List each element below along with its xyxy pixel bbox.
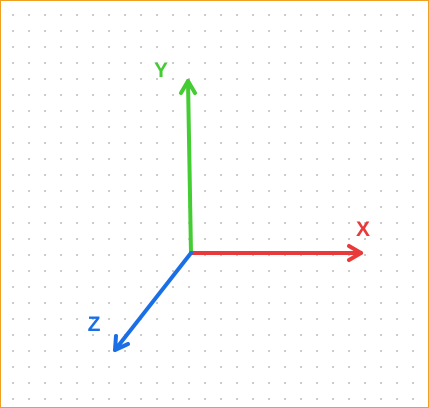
z-axis (113, 251, 193, 352)
y-axis-label: Y (154, 59, 168, 82)
x-axis (189, 244, 363, 262)
z-axis-label: Z (88, 313, 101, 336)
x-axis-label: X (356, 218, 370, 241)
y-axis (179, 79, 197, 255)
